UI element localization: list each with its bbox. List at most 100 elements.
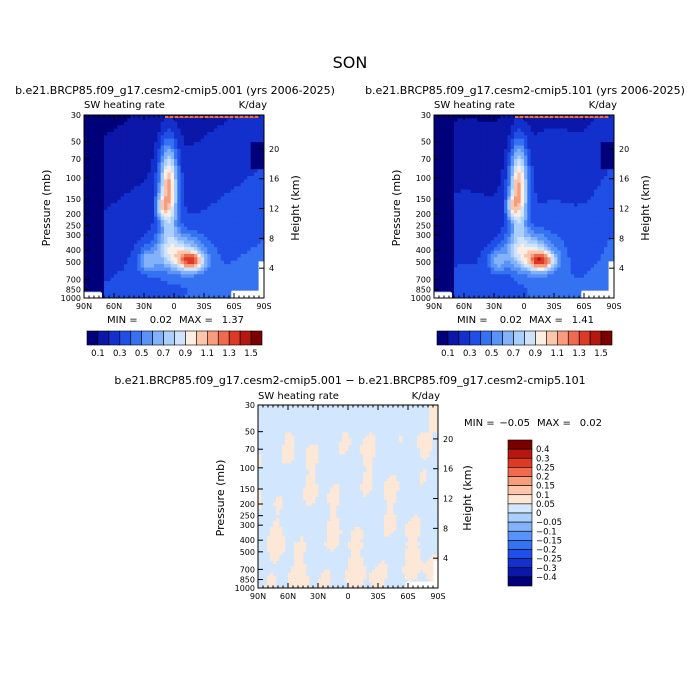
field-cell (607, 142, 612, 146)
field-cell (114, 247, 118, 251)
field-cell (477, 162, 482, 167)
field-cell (514, 209, 518, 214)
field-cell (124, 142, 128, 146)
field-cell (457, 213, 462, 218)
upper-heating-layer (165, 116, 259, 118)
field-cell (510, 135, 515, 140)
field-cell (474, 145, 478, 150)
field-cell (254, 148, 258, 153)
field-cell (97, 267, 102, 272)
field-cell (610, 230, 615, 235)
field-cell (227, 121, 232, 126)
field-cell (114, 182, 118, 187)
field-cell (570, 206, 575, 211)
field-cell (164, 253, 168, 258)
field-cell (554, 213, 558, 218)
field-cell (194, 125, 198, 129)
field-cell (524, 206, 528, 211)
field-cell (227, 142, 232, 146)
field-cell (217, 169, 222, 174)
field-cell (550, 223, 555, 228)
field-cell (574, 230, 578, 235)
field-cell (154, 179, 158, 184)
field-cell (190, 240, 195, 245)
field-cell (110, 199, 115, 204)
field-cell (224, 284, 228, 289)
field-cell (590, 189, 595, 194)
field-cell (467, 142, 472, 146)
field-cell (240, 118, 245, 123)
field-cell (567, 206, 572, 211)
field-cell (200, 125, 205, 129)
field-cell (244, 152, 248, 157)
field-cell (124, 220, 128, 224)
field-cell (174, 206, 178, 211)
field-cell (234, 162, 238, 167)
field-cell (220, 257, 225, 262)
y-tick-label: 300 (66, 231, 81, 240)
field-cell (84, 118, 88, 123)
field-cell (484, 162, 488, 167)
field-cell (180, 162, 185, 167)
field-cell (210, 281, 215, 285)
field-cell (547, 206, 552, 211)
field-cell (470, 135, 475, 140)
field-cell (604, 172, 608, 177)
field-cell (220, 213, 225, 218)
field-cell (467, 213, 472, 218)
field-cell (447, 176, 452, 180)
field-cell (87, 230, 92, 235)
field-cell (257, 176, 262, 180)
field-cell (230, 155, 235, 160)
field-cell (214, 216, 218, 221)
field-cell (197, 135, 202, 140)
field-cell (437, 220, 442, 224)
field-cell (107, 125, 112, 129)
field-cell (554, 176, 558, 180)
field-cell (120, 152, 125, 157)
field-cell (517, 203, 522, 207)
field-cell (160, 270, 165, 275)
field-cell (564, 179, 568, 184)
field-cell (137, 267, 142, 272)
field-cell (447, 196, 452, 201)
field-cell (544, 125, 548, 129)
field-cell (474, 142, 478, 146)
field-cell (460, 148, 465, 153)
field-cell (204, 125, 208, 129)
field-cell (180, 145, 185, 150)
field-cell (597, 213, 602, 218)
field-cell (584, 186, 588, 190)
field-cell (184, 145, 188, 150)
field-cell (250, 176, 255, 180)
field-cell (434, 186, 438, 190)
field-cell (180, 148, 185, 153)
field-cell (610, 159, 615, 163)
field-cell (224, 247, 228, 251)
field-cell (120, 121, 125, 126)
field-cell (87, 118, 92, 123)
field-cell (247, 179, 252, 184)
field-cell (524, 223, 528, 228)
field-cell (250, 121, 255, 126)
field-cell (594, 186, 598, 190)
field-cell (460, 125, 465, 129)
field-cell (234, 237, 238, 241)
y-tick-label: 30 (71, 111, 81, 120)
field-cell (224, 165, 228, 170)
field-cell (217, 287, 222, 292)
field-cell (454, 162, 458, 167)
field-cell (224, 135, 228, 140)
field-cell (450, 125, 455, 129)
field-cell (524, 145, 528, 150)
field-cell (497, 148, 502, 153)
field-cell (97, 203, 102, 207)
colorbar-label: 0.3 (113, 349, 127, 359)
field-cell (594, 131, 598, 136)
field-cell (217, 267, 222, 272)
field-cell (240, 131, 245, 136)
field-cell (194, 284, 198, 289)
field-cell (220, 118, 225, 123)
field-cell (490, 216, 495, 221)
field-cell (540, 186, 545, 190)
